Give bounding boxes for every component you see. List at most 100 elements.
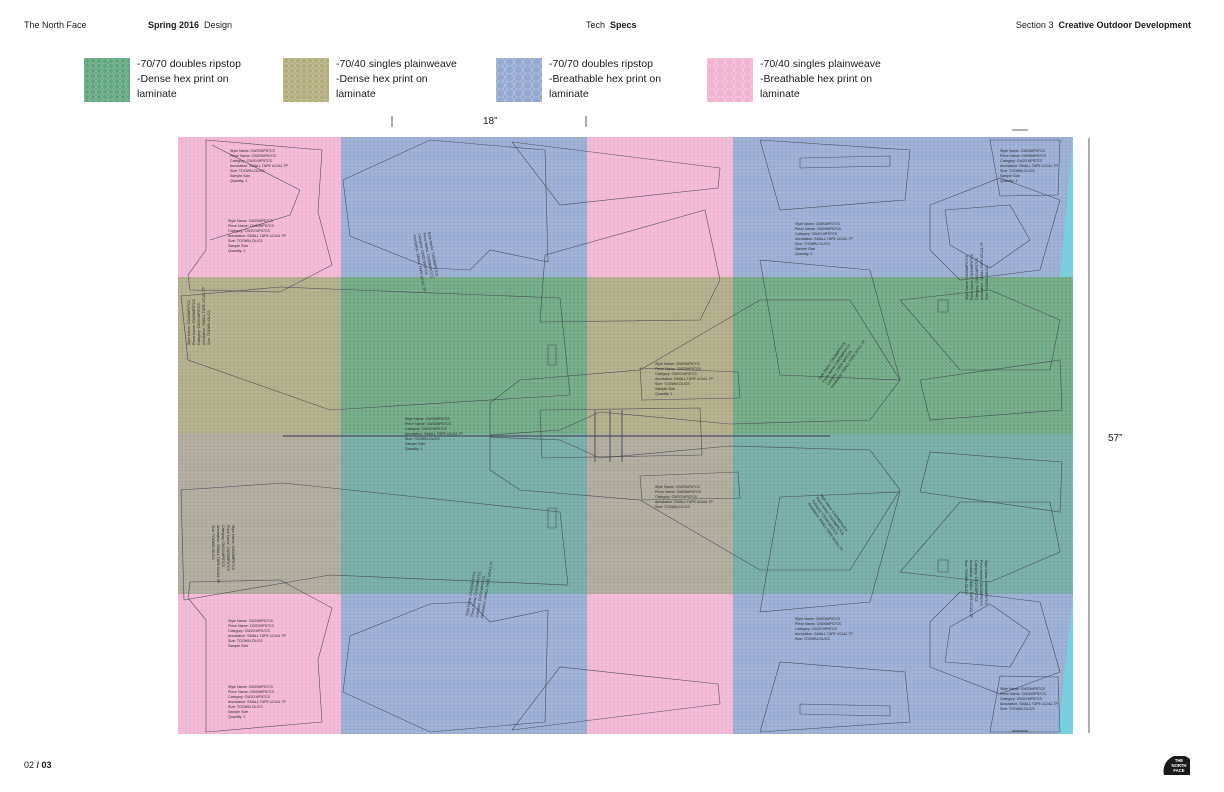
piece-label-size: Size: TOOWN-OL/CS [230, 169, 265, 173]
piece-label-piece: Piece Name: CW20MP57CS [655, 490, 702, 494]
piece-label-category: Category: CW20 MP57CS [221, 525, 225, 568]
legend-line: -Breathable hex print on [760, 73, 873, 85]
piece-label-annotation: Annotation: SMALL TAPE UC/A1 7P [202, 287, 206, 345]
piece-label-piece: Piece Name: CW20MP57CS [979, 560, 983, 607]
piece-label-quantity: Quantity: 1 [228, 715, 245, 719]
piece-label-style: Style Name: CW20MP57CS [795, 222, 841, 226]
piece-label-sample: Sample Size [228, 644, 248, 648]
piece-label-category: Category: CW20 MP57CS [197, 302, 201, 345]
piece-label-category: Category: CW20 MP57CS [475, 575, 486, 618]
piece-label-size: Size: TOOWN-OL/CS [228, 705, 263, 709]
piece-label-style: Style Name: CW20MP57CS [427, 231, 439, 277]
piece-label-style: Style Name: CW20MP57CS [230, 149, 276, 153]
piece-label-piece: Piece Name: CW20MP57CS [228, 624, 275, 628]
piece-label-category: Category: CW20 MP57CS [795, 232, 838, 236]
piece-label-size: Size: TOOWN-OL/CS [655, 382, 690, 386]
notch-marks [594, 129, 1028, 732]
piece-label-size: Size: TOOWN-OL/CS [228, 239, 263, 243]
piece-label-piece: Piece Name: CW20MP57CS [1000, 154, 1047, 158]
page-total: 03 [41, 760, 52, 770]
piece-label-right-bottom: Style Name: CW20MP57CS Piece Name: CW20M… [1000, 687, 1058, 711]
piece-label-size: Size: TOOWN-OL/CS [795, 242, 830, 246]
piece-label-category: Category: CW20 MP57CS [655, 372, 698, 376]
piece-label-quantity: Quantity: 1 [655, 392, 672, 396]
piece-label-annotation: Annotation: SMALL TAPE UC/A1 7P [1000, 702, 1058, 706]
piece-label-piece: Piece Name: CW20MP57CS [228, 690, 275, 694]
piece-label-annotation: Annotation: SMALL TAPE UC/A1 7P [795, 632, 853, 636]
page-number: 02 / 03 [24, 760, 52, 770]
season-suffix: Design [204, 20, 233, 30]
piece-label-sample: Sample Size [795, 247, 815, 251]
piece-label-rotated-left: Style Name: CW20MP57CS Piece Name: CW20M… [187, 287, 211, 345]
piece-label-category: Category: CW20 MP57CS [975, 257, 979, 300]
piece-label-category: Category: CW20 MP57CS [405, 427, 448, 431]
piece-label-rotated-far-right-lower: Style Name: CW20MP57CS Piece Name: CW20M… [964, 560, 988, 618]
piece-label-style: Style Name: CW20MP57CS [655, 485, 701, 489]
piece-label-style: Style Name: CW20MP57CS [231, 525, 235, 571]
piece-label-bottom-left: Style Name: CW20MP57CS Piece Name: CW20M… [228, 685, 286, 719]
piece-label-sample: Sample Size [228, 244, 248, 248]
piece-label-size: Size: TOOWN-OL/CS [655, 505, 690, 509]
piece-label-bottom-left-2: Style Name: CW20MP57CS Piece Name: CW20M… [228, 619, 286, 648]
legend-line: -70/70 doubles ripstop [549, 58, 653, 70]
piece-label-category: Category: CW20 MP57CS [417, 233, 428, 276]
piece-label-style: Style Name: CW20MP57CS [655, 362, 701, 366]
piece-label-annotation: Annotation: SMALL TAPE UC/A1 7P [228, 700, 286, 704]
piece-label-size: Size: TOOWN-OL/CS [1000, 707, 1035, 711]
logo-text-line: FACE [1173, 768, 1184, 773]
piece-label-annotation: Annotation: SMALL TAPE UC/A1 7P [980, 242, 984, 300]
fabric-blocks [178, 137, 1073, 734]
swatch-pink-hex [707, 58, 753, 102]
piece-label-size: Size: TOOWN-OL/CS [211, 525, 215, 560]
piece-label-style: Style Name: CW20MP57CS [1000, 149, 1046, 153]
piece-label-top-left: Style Name: CW20MP57CS Piece Name: CW20M… [228, 219, 286, 253]
section-label: Section 3 Creative Outdoor Development [1016, 20, 1191, 30]
piece-label-sample: Sample Size [228, 710, 248, 714]
piece-label-category: Category: CW20 MP57CS [228, 229, 271, 233]
piece-label-piece: Piece Name: CW20MP57CS [795, 622, 842, 626]
piece-label-style: Style Name: CW20MP57CS [795, 617, 841, 621]
piece-label-top-left-2: Style Name: CW20MP57CS Piece Name: CW20M… [230, 149, 288, 183]
season-label: Spring 2016 Design [148, 20, 232, 30]
piece-label-center-left: Style Name: CW20MP57CS Piece Name: CW20M… [405, 417, 463, 451]
piece-label-piece: Piece Name: CW20MP57CS [795, 227, 842, 231]
piece-label-piece: Piece Name: CW20MP57CS [230, 154, 277, 158]
tech-specs-label: Tech Specs [586, 20, 637, 30]
logo-text-line: THE [1175, 758, 1184, 763]
piece-label-rotated-far-right: Style Name: CW20MP57CS Piece Name: CW20M… [965, 242, 989, 300]
piece-label-piece: Piece Name: CW20MP57CS [655, 367, 702, 371]
piece-label-quantity: Quantity: 1 [228, 249, 245, 253]
piece-label-category: Category: CW20 MP57CS [230, 159, 273, 163]
page-separator: / [34, 760, 42, 770]
legend-line: -70/40 singles plainweave [760, 58, 881, 70]
piece-label-style: Style Name: CW20MP57CS [984, 560, 988, 606]
piece-label-category: Category: CW20 MP57CS [1000, 697, 1043, 701]
piece-label-size: Size: TOOWN-OL/CS [795, 637, 830, 641]
piece-label-annotation: Annotation: SMALL TAPE UC/A1 7P [655, 377, 713, 381]
piece-label-quantity: Quantity: 1 [405, 447, 422, 451]
legend-line: -Breathable hex print on [549, 73, 662, 85]
piece-label-style: Style Name: CW20MP57CS [228, 219, 274, 223]
piece-label-piece: Piece Name: CW20MP57CS [1000, 692, 1047, 696]
piece-label-style: Style Name: CW20MP57CS [228, 619, 274, 623]
north-face-logo: THE NORTH FACE [1163, 756, 1190, 775]
piece-label-annotation: Annotation: SMALL TAPE UC/A1 7P [216, 525, 220, 583]
piece-label-style: Style Name: CW20MP57CS [1000, 687, 1046, 691]
piece-label-annotation: Annotation: SMALL TAPE UC/A1 7P [228, 234, 286, 238]
piece-label-rotated-blue-top: Style Name: CW20MP57CS Piece Name: CW20M… [412, 231, 439, 292]
piece-label-size: Size: TOOWN-OL/CS [1000, 169, 1035, 173]
piece-label-center-upper: Style Name: CW20MP57CS Piece Name: CW20M… [655, 362, 713, 396]
piece-label-piece: Piece Name: CW20MP57CS [226, 525, 230, 572]
piece-label-annotation: Annotation: SMALL TAPE UC/A1 7P [230, 164, 288, 168]
legend-line: laminate [549, 88, 589, 100]
piece-label-size: Size: TOOWN-OL/CS [405, 437, 440, 441]
piece-label-annotation: Annotation: SMALL TAPE UC/A1 7P [1000, 164, 1058, 168]
piece-label-size: Size: TOOWN-OL/CS [207, 310, 211, 345]
piece-label-style: Style Name: CW20MP57CS [465, 571, 477, 617]
legend-line: -70/70 doubles ripstop [137, 58, 241, 70]
piece-label-category: Category: CW20 MP57CS [655, 495, 698, 499]
piece-label-size: Size: TOOWN-OL/CS [228, 639, 263, 643]
piece-label-annotation: Annotation: SMALL TAPE UC/A1 7P [795, 237, 853, 241]
legend-line: -70/40 singles plainweave [336, 58, 457, 70]
